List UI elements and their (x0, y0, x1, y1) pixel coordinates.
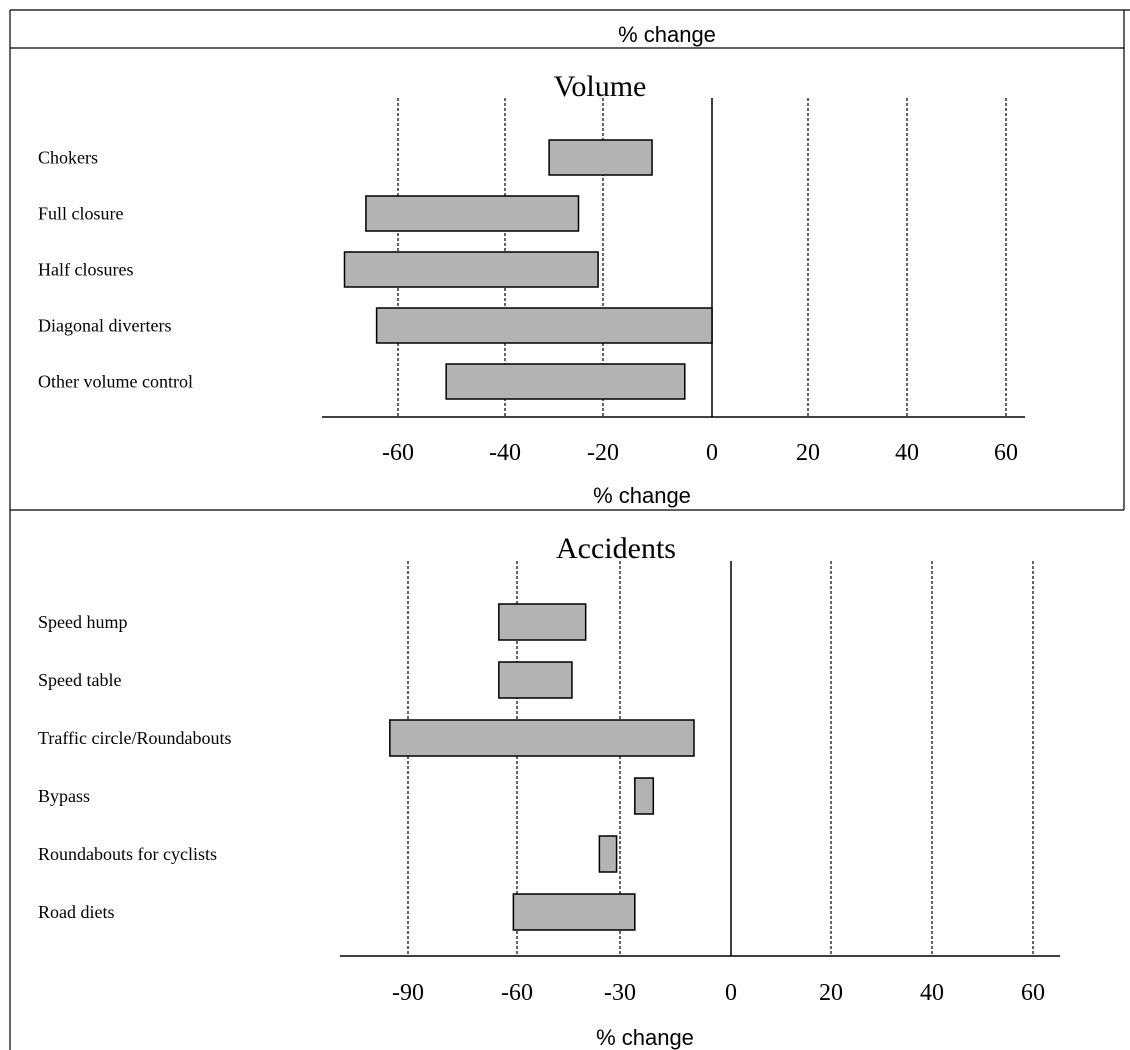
tick-label: -30 (604, 980, 636, 1006)
range-bar (445, 363, 686, 400)
volume-bars (343, 139, 713, 400)
accidents-x-axis-label: % change (596, 1025, 694, 1050)
tick-label: -90 (392, 980, 424, 1006)
category-label: Other volume control (38, 372, 193, 392)
tick-label: 0 (725, 980, 737, 1006)
tick-label: 40 (920, 980, 944, 1006)
range-bar (512, 893, 636, 931)
category-label: Bypass (38, 786, 90, 806)
table-frame (9, 9, 1130, 1050)
accidents-panel: Accidents Speed hump Speed table Traffic c… (38, 532, 1060, 1050)
range-bar (343, 251, 599, 288)
tick-label: 60 (1021, 980, 1045, 1006)
category-label: Chokers (38, 148, 98, 168)
range-bar (389, 719, 695, 757)
volume-title: Volume (554, 70, 647, 103)
volume-tick-labels: -60 -40 -20 0 20 40 60 (382, 440, 1018, 466)
tick-label: -40 (489, 440, 521, 466)
range-bar (634, 777, 655, 815)
accidents-bars (389, 603, 695, 931)
tick-label: 20 (819, 980, 843, 1006)
category-label: Road diets (38, 902, 115, 922)
tick-label: 40 (895, 440, 919, 466)
category-label: Diagonal diverters (38, 316, 171, 336)
header-label: % change (618, 22, 716, 47)
accidents-title: Accidents (556, 532, 676, 565)
category-label: Traffic circle/Roundabouts (38, 728, 231, 748)
volume-x-axis-label: % change (593, 483, 691, 508)
category-label: Roundabouts for cyclists (38, 844, 217, 864)
tick-label: 0 (706, 440, 718, 466)
tick-label: 20 (796, 440, 820, 466)
range-bar (498, 661, 573, 699)
tick-label: -60 (382, 440, 414, 466)
range-bar (498, 603, 587, 641)
category-label: Speed table (38, 670, 121, 690)
volume-panel: Volume Chokers Full closure Half closures D… (38, 70, 1025, 508)
accidents-category-labels: Speed hump Speed table Traffic circle/Roun… (38, 612, 231, 922)
accidents-tick-labels: -90 -60 -30 0 20 40 60 (392, 980, 1045, 1006)
range-bar (598, 835, 618, 873)
range-bar (375, 307, 713, 344)
category-label: Speed hump (38, 612, 128, 632)
tick-label: 60 (994, 440, 1018, 466)
category-label: Full closure (38, 204, 124, 224)
tick-label: -60 (501, 980, 533, 1006)
tick-label: -20 (587, 440, 619, 466)
category-label: Half closures (38, 260, 133, 280)
range-bar (548, 139, 653, 176)
range-bar (365, 195, 580, 232)
volume-category-labels: Chokers Full closure Half closures Diagonal… (38, 148, 193, 392)
